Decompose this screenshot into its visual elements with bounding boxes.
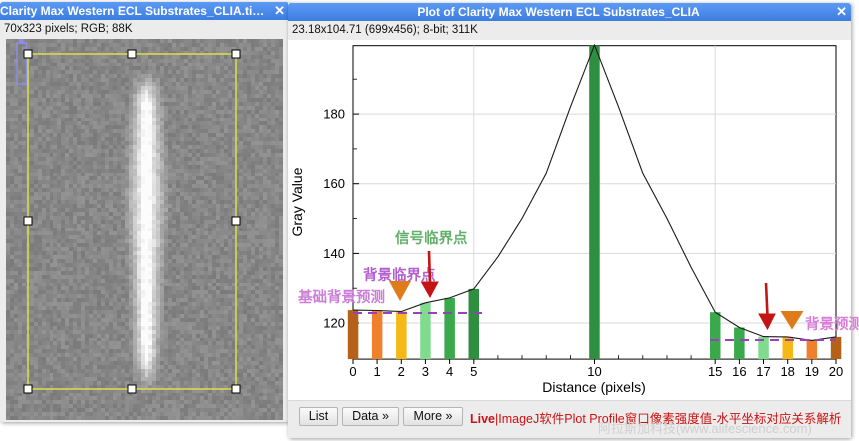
svg-text:18: 18 bbox=[780, 364, 794, 379]
svg-text:16: 16 bbox=[732, 364, 746, 379]
svg-text:15: 15 bbox=[708, 364, 722, 379]
svg-text:背景预测: 背景预测 bbox=[805, 315, 859, 333]
svg-text:140: 140 bbox=[323, 246, 345, 261]
svg-text:120: 120 bbox=[323, 315, 345, 330]
svg-text:19: 19 bbox=[805, 364, 819, 379]
svg-text:3: 3 bbox=[422, 364, 429, 379]
svg-text:2: 2 bbox=[398, 364, 405, 379]
svg-text:4: 4 bbox=[446, 364, 453, 379]
svg-text:17: 17 bbox=[756, 364, 770, 379]
svg-text:基础背景预测: 基础背景预测 bbox=[297, 288, 385, 306]
svg-text:Gray Value: Gray Value bbox=[289, 167, 305, 236]
svg-text:1: 1 bbox=[373, 364, 380, 379]
svg-text:160: 160 bbox=[323, 176, 345, 191]
svg-text:信号临界点: 信号临界点 bbox=[395, 229, 468, 247]
svg-text:0: 0 bbox=[349, 364, 356, 379]
svg-text:180: 180 bbox=[323, 107, 345, 122]
svg-text:5: 5 bbox=[470, 364, 477, 379]
svg-text:20: 20 bbox=[829, 364, 843, 379]
svg-text:Distance (pixels): Distance (pixels) bbox=[542, 379, 645, 395]
svg-text:10: 10 bbox=[587, 364, 601, 379]
